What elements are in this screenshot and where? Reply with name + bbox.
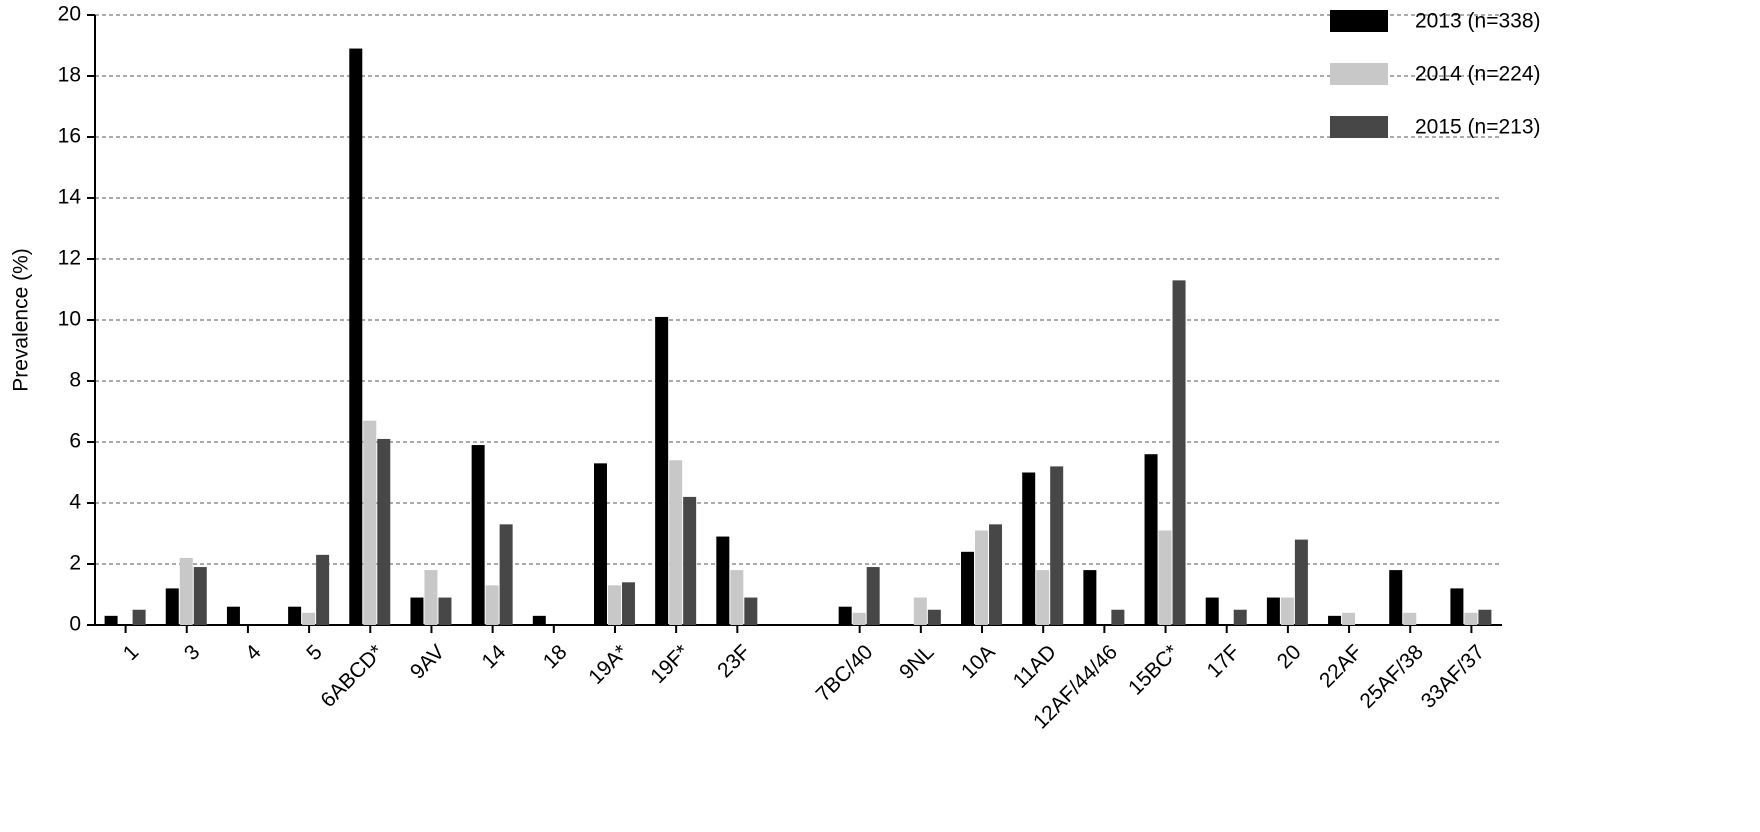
bar [471,445,485,625]
legend-swatch [1330,116,1388,138]
x-tick-label: 4 [241,640,266,665]
bar [1111,609,1125,625]
bar [716,536,730,625]
y-axis-label: Prevalence (%) [10,248,33,392]
bar [410,597,424,625]
bar [104,615,118,625]
bar [1022,472,1036,625]
bar [288,606,302,625]
bar [1280,597,1294,625]
bar [927,609,941,625]
bar [193,567,207,625]
x-tick-label: 23F [713,640,755,682]
bar [438,597,452,625]
bar [316,554,330,625]
bar [132,609,146,625]
bar [989,524,1003,625]
bar [226,606,240,625]
x-tick-label: 1 [119,640,144,665]
bar [179,557,193,625]
bar [363,420,377,625]
bar [302,612,316,625]
bar [1450,588,1464,625]
x-tick-label: 6ABCD* [316,640,388,712]
x-tick-label: 7BC/40 [812,640,878,706]
bar [349,48,363,626]
bar [1266,597,1280,625]
bar [1158,530,1172,625]
y-tick-label: 4 [69,491,81,514]
bar [1083,570,1097,625]
x-tick-label: 19F* [646,640,694,688]
x-tick-label: 9AV [406,640,449,683]
legend-label: 2014 (n=224) [1415,63,1541,86]
bar [866,567,880,625]
bar [655,316,669,625]
bar [1464,612,1478,625]
x-tick-label: 3 [180,640,205,665]
x-tick-label: 17F [1203,640,1245,682]
bar [744,597,758,625]
bar [1389,570,1403,625]
x-tick-label: 10A [957,640,1000,683]
bar [730,570,744,625]
legend-swatch [1330,10,1388,32]
x-tick-label: 14 [478,640,511,673]
x-tick-label: 25AF/38 [1356,640,1428,712]
y-tick-label: 14 [58,186,82,209]
bar [1294,539,1308,625]
y-tick-label: 20 [58,3,81,26]
x-tick-label: 15BC* [1124,640,1183,699]
bar [852,612,866,625]
legend-label: 2013 (n=338) [1415,10,1541,33]
bar [1233,609,1247,625]
bar [485,585,499,625]
x-tick-label: 9NL [895,640,939,684]
x-tick-label: 19A* [584,640,632,688]
bar [377,438,391,625]
y-tick-label: 6 [69,430,81,453]
legend-swatch [1330,63,1388,85]
bar [424,570,438,625]
bar [621,582,635,625]
bar [165,588,179,625]
bar [669,460,683,625]
bar [1342,612,1356,625]
legend-label: 2015 (n=213) [1415,116,1541,139]
bar [593,463,607,625]
bar [838,606,852,625]
bar [913,597,927,625]
bar [1144,454,1158,625]
x-tick-label: 22AF [1315,640,1367,692]
bar [1036,570,1050,625]
y-tick-label: 12 [58,247,81,270]
bar [1403,612,1417,625]
bar [1328,615,1342,625]
bar [1172,280,1186,625]
bar [532,615,546,625]
x-tick-label: 33AF/37 [1417,640,1489,712]
bar [607,585,621,625]
y-tick-label: 8 [69,369,81,392]
x-tick-label: 20 [1273,640,1306,673]
y-tick-label: 2 [69,552,81,575]
bar [1478,609,1492,625]
y-tick-label: 0 [69,613,81,636]
bar [683,496,697,625]
x-tick-label: 18 [539,640,572,673]
y-tick-label: 10 [58,308,81,331]
bar [1205,597,1219,625]
y-tick-label: 18 [58,64,81,87]
x-tick-label: 11AD [1009,640,1061,692]
bar [1050,466,1064,625]
bar [961,551,975,625]
x-tick-label: 5 [302,640,327,665]
bar [975,530,989,625]
y-tick-label: 16 [58,125,81,148]
bar [499,524,513,625]
